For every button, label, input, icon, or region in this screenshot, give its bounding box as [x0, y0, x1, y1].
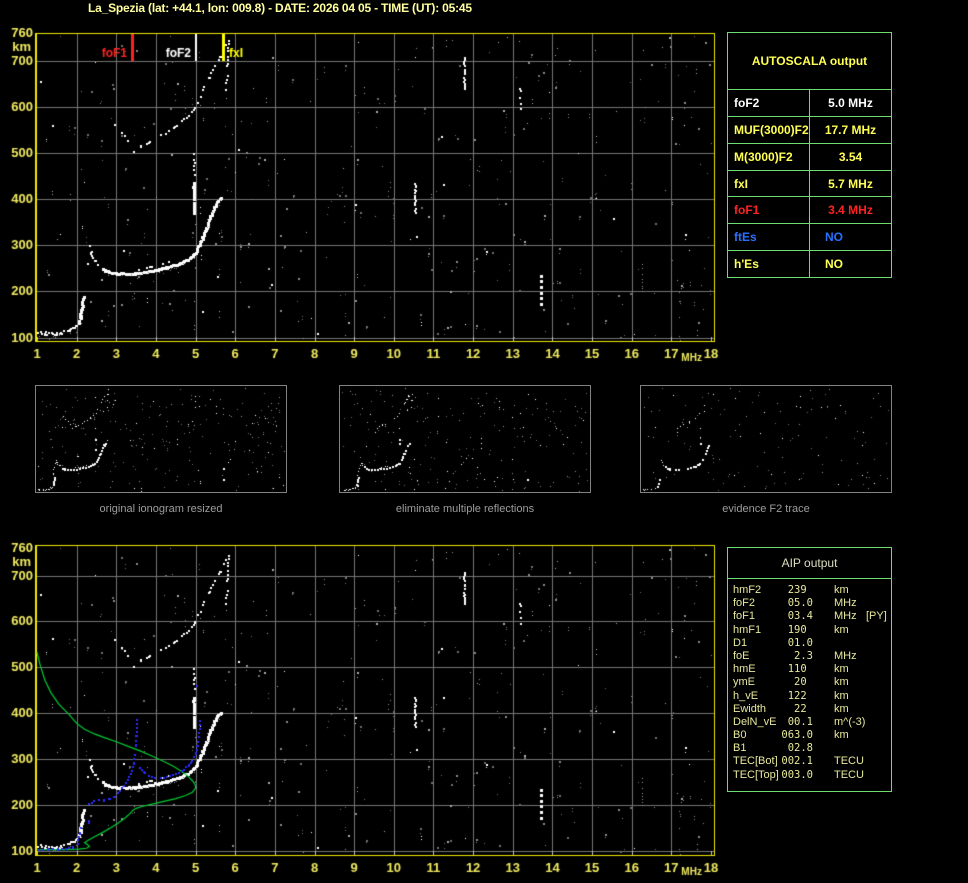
thumbnail-original-ionogram [35, 385, 287, 493]
aip-param-value: 110 [787, 663, 813, 676]
aip-param-label: hmF2 [733, 584, 762, 596]
param-name-m3000f2: M(3000)F2 [727, 142, 810, 171]
aip-param-label: TEC[Bot] [733, 755, 778, 768]
aip-param-value: 02.8 [787, 742, 813, 755]
aip-param-value: 2.3 [787, 649, 813, 662]
autoscala-table: AUTOSCALA output foF2 5.0 MHz MUF(3000)F… [727, 31, 892, 278]
param-name-foF2: foF2 [727, 89, 810, 118]
aip-param-value: 01.0 [787, 636, 813, 649]
aip-param-unit: km [834, 584, 849, 596]
aip-output-panel: AIP output hmF2 239 km foF2 05.0 MHz foF1 03… [727, 547, 892, 792]
aip-header: AIP output [728, 548, 891, 579]
aip-param-label: D1 [733, 636, 748, 649]
aip-param-unit: km [834, 702, 849, 715]
page-title: La_Spezia (lat: +44.1, lon: 009.8) - DAT… [88, 1, 472, 15]
aip-param-value: 20 [787, 676, 813, 689]
autoscala-header-row: AUTOSCALA output [727, 31, 892, 91]
table-row: h'Es NO [727, 250, 892, 278]
aip-param-value: 063.0 [781, 729, 813, 742]
table-row: MUF(3000)F2 17.7 MHz [727, 116, 892, 144]
param-name-fxI: fxI [727, 169, 810, 198]
param-value-foF2: 5.0 MHz [809, 89, 892, 118]
autoscala-header: AUTOSCALA output [727, 31, 892, 91]
table-row: fxI 5.7 MHz [727, 169, 892, 198]
aip-param-label: ymE [733, 676, 755, 689]
aip-param-unit: km [834, 663, 849, 676]
aip-param-unit: MHz [834, 610, 857, 623]
autoscala-output-panel: AUTOSCALA output foF2 5.0 MHz MUF(3000)F… [727, 31, 892, 278]
table-row: ftEs NO [727, 223, 892, 252]
table-row: foF2 5.0 MHz [727, 89, 892, 118]
aip-param-label: DelN_vE [733, 715, 777, 728]
table-row: foF1 3.4 MHz [727, 196, 892, 225]
param-value-hpEs: NO [809, 250, 892, 278]
aip-rows: hmF2 239 km foF2 05.0 MHz foF1 03.4 MHz [PY] h… [728, 579, 891, 782]
aip-param-label: foF1 [733, 610, 756, 623]
aip-param-unit: m^(-3) [834, 715, 866, 728]
list-item: hmE 110 km [728, 663, 891, 676]
aip-param-label: foF2 [733, 597, 756, 610]
list-item: TEC[Bot] 002.1 TECU [728, 755, 891, 768]
ionogram-plot-main [0, 25, 725, 371]
aip-param-value: 002.1 [781, 755, 813, 768]
aip-param-value: 122 [787, 689, 813, 702]
aip-param-label: hmF1 [733, 623, 762, 636]
aip-param-label: B1 [733, 742, 747, 755]
param-value-foF1: 3.4 MHz [809, 196, 892, 225]
aip-param-value: 03.4 [787, 610, 813, 623]
aip-param-value: 00.1 [787, 715, 813, 728]
aip-param-label: Ewidth [733, 702, 767, 715]
aip-param-unit: MHz [834, 597, 857, 610]
list-item: Ewidth 22 km [728, 703, 891, 716]
list-item: TEC[Top] 003.0 TECU [728, 769, 891, 782]
aip-param-flag: [PY] [866, 610, 887, 623]
list-item: foF1 03.4 MHz [PY] [728, 610, 891, 623]
ionogram-plot-profile [0, 537, 725, 883]
param-value-m3000f2: 3.54 [809, 142, 892, 171]
list-item: D1 01.0 [728, 637, 891, 650]
aip-param-unit: km [834, 676, 849, 689]
aip-param-value: 22 [787, 702, 813, 715]
list-item: hmF1 190 km [728, 624, 891, 637]
aip-param-unit: km [834, 623, 849, 636]
aip-param-value: 05.0 [787, 597, 813, 610]
list-item: B0 063.0 km [728, 729, 891, 742]
aip-param-unit: km [834, 689, 849, 702]
thumbnail-caption-original: original ionogram resized [99, 503, 223, 515]
aip-param-unit: MHz [834, 649, 857, 662]
aip-param-value: 003.0 [781, 768, 813, 781]
param-value-muf3000f2: 17.7 MHz [809, 116, 892, 144]
param-name-foF1: foF1 [727, 196, 810, 225]
aip-param-unit: km [834, 729, 849, 742]
list-item: foF2 05.0 MHz [728, 597, 891, 610]
list-item: DelN_vE 00.1 m^(-3) [728, 716, 891, 729]
list-item: B1 02.8 [728, 742, 891, 755]
aip-param-label: TEC[Top] [733, 768, 779, 781]
thumbnail-caption-evidence: evidence F2 trace [722, 503, 810, 515]
aip-param-value: 190 [787, 623, 813, 636]
list-item: hmF2 239 km [728, 584, 891, 597]
thumbnail-eliminate-reflections [339, 385, 591, 493]
aip-param-unit: TECU [834, 768, 864, 781]
table-row: M(3000)F2 3.54 [727, 142, 892, 171]
param-name-ftEs: ftEs [727, 223, 810, 252]
param-name-hpEs: h'Es [727, 250, 810, 278]
list-item: h_vE 122 km [728, 690, 891, 703]
thumbnail-evidence-f2-trace [640, 385, 892, 493]
thumbnail-caption-eliminate: eliminate multiple reflections [395, 503, 535, 515]
param-name-muf3000f2: MUF(3000)F2 [727, 116, 810, 144]
aip-param-label: hmE [733, 663, 756, 676]
aip-param-unit: TECU [834, 755, 864, 768]
list-item: foE 2.3 MHz [728, 650, 891, 663]
param-value-fxI: 5.7 MHz [809, 169, 892, 198]
list-item: ymE 20 km [728, 676, 891, 689]
aip-param-label: h_vE [733, 689, 759, 702]
param-value-ftEs: NO [809, 223, 892, 252]
aip-param-value: 239 [787, 584, 813, 596]
aip-param-label: foE [733, 649, 750, 662]
aip-param-label: B0 [733, 729, 747, 742]
